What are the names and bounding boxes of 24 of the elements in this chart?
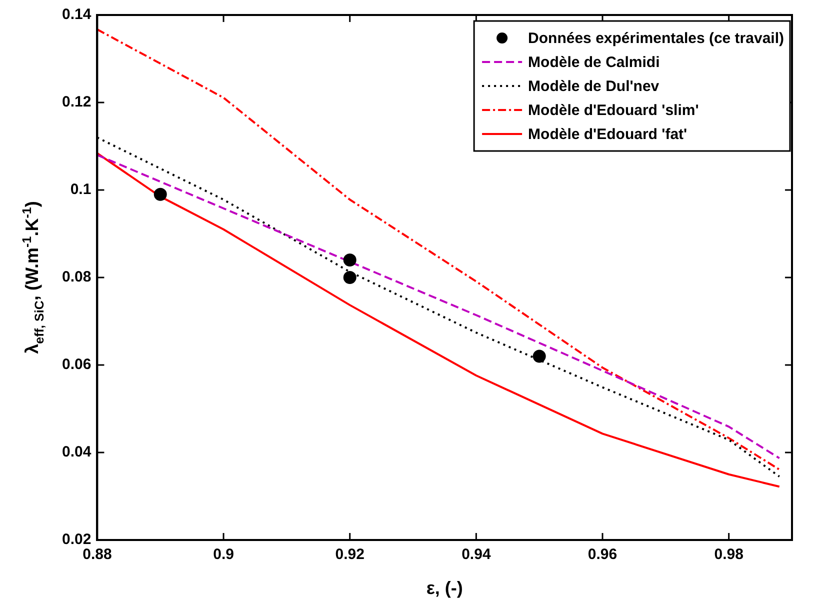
y-tick-label: 0.04 [62,444,92,461]
point [154,188,167,201]
x-tick-label: 0.88 [82,546,112,564]
legend-label: Données expérimentales (ce travail) [528,30,784,48]
y-tick-label: 0.08 [62,268,92,286]
y-tick-label: 0.02 [62,531,92,548]
point [343,254,356,266]
legend-label: Modèle d'Edouard 'slim' [528,102,699,120]
x-tick-label: 0.96 [588,546,618,564]
point [532,350,546,363]
y-tick-label: 0.12 [62,94,92,111]
y-tick-label: 0.14 [62,6,92,24]
legend-label: Modèle de Dul'nev [528,78,660,96]
y-tick-label: 0.06 [62,356,92,374]
x-tick-label: 0.94 [462,546,492,564]
x-axis-title: ε, (-) [426,578,463,598]
legend-label: Modèle de Calmidi [528,54,660,72]
x-tick-label: 0.98 [714,546,744,564]
point [343,271,356,284]
x-tick-label: 0.9 [213,546,234,564]
legend-label: Modèle d'Edouard 'fat' [528,126,688,144]
y-tick-label: 0.1 [70,181,92,198]
y-axis-title: λeff, SiC, (W.m-1.K-1) [20,201,46,354]
x-tick-label: 0.92 [335,546,364,564]
